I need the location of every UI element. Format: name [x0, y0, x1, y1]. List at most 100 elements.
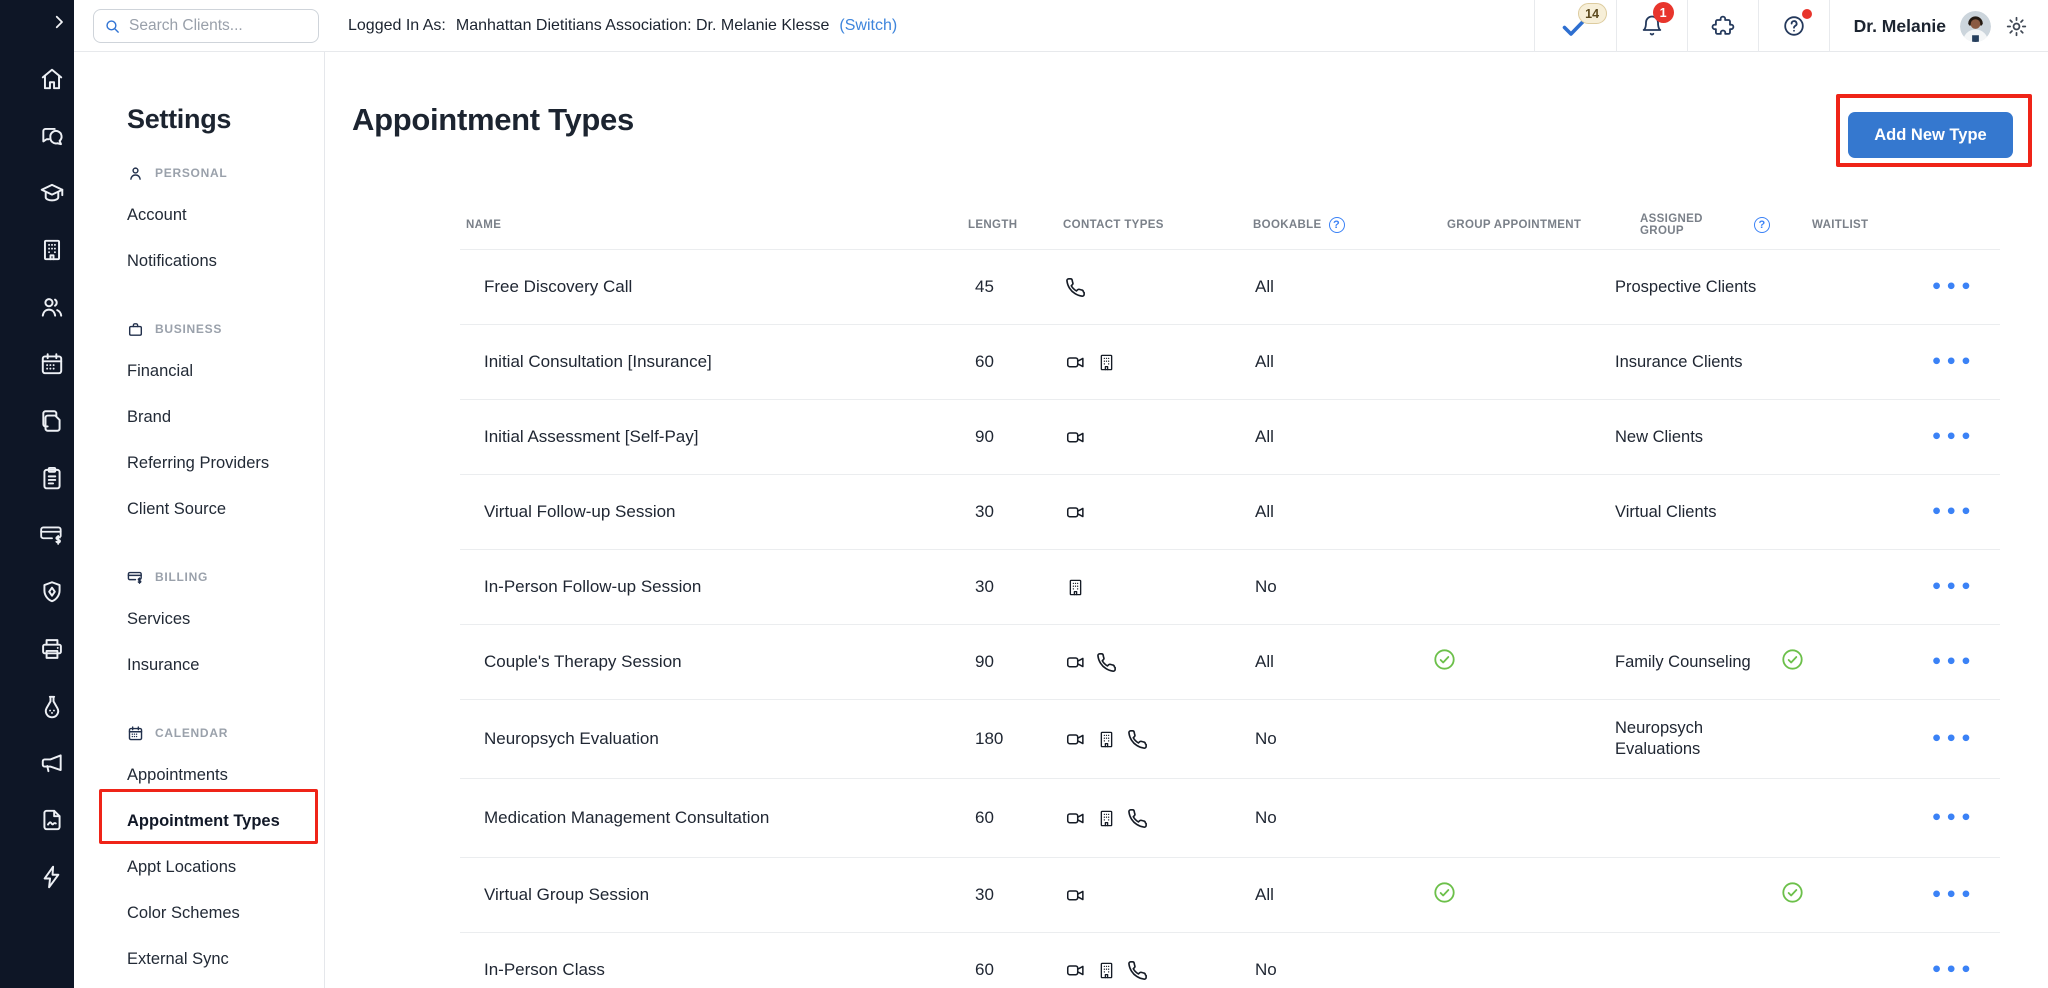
- help-button[interactable]: [1758, 0, 1829, 52]
- home-icon[interactable]: [39, 66, 65, 92]
- waitlist-cell: [1770, 648, 1905, 676]
- organization-icon[interactable]: [39, 237, 65, 263]
- row-actions-menu-icon[interactable]: •••: [1931, 807, 1975, 829]
- contact-types-cell: [1050, 961, 1235, 980]
- appointment-length: 30: [975, 885, 994, 904]
- add-new-type-button[interactable]: Add New Type: [1848, 112, 2013, 158]
- notifications-count-badge: 1: [1653, 2, 1674, 23]
- documents-sign-icon[interactable]: [39, 807, 65, 833]
- fax-icon[interactable]: [39, 636, 65, 662]
- settings-nav-item-label: Referring Providers: [127, 454, 269, 473]
- calendar-small-icon: [127, 725, 144, 742]
- calendar-icon[interactable]: [39, 351, 65, 377]
- clients-icon[interactable]: [39, 294, 65, 320]
- settings-section-header: BUSINESS: [127, 310, 324, 348]
- messages-icon[interactable]: [39, 123, 65, 149]
- row-actions-menu-icon[interactable]: •••: [1931, 728, 1975, 750]
- row-actions-menu-icon[interactable]: •••: [1931, 576, 1975, 598]
- row-actions-menu-icon[interactable]: •••: [1931, 276, 1975, 298]
- settings-nav-item-appt-locations[interactable]: Appt Locations: [127, 844, 324, 890]
- integrations-button[interactable]: [1687, 0, 1758, 52]
- settings-nav-item-referring-providers[interactable]: Referring Providers: [127, 440, 324, 486]
- appointment-type-name: Free Discovery Call: [484, 277, 632, 296]
- assigned-group-value: Insurance Clients: [1615, 353, 1742, 371]
- settings-nav-item-appointment-types[interactable]: Appointment Types: [127, 798, 324, 844]
- waitlist-cell: [1770, 881, 1905, 909]
- waitlist-check-icon: [1781, 881, 1804, 904]
- row-actions-menu-icon[interactable]: •••: [1931, 501, 1975, 523]
- settings-section-header: BILLING: [127, 558, 324, 596]
- notifications-button[interactable]: 1: [1616, 0, 1687, 52]
- settings-panel-title: Settings: [127, 104, 324, 138]
- search-icon: [104, 18, 121, 35]
- billing-icon[interactable]: [39, 522, 65, 548]
- row-actions-menu-icon[interactable]: •••: [1931, 959, 1975, 981]
- search-input[interactable]: [129, 17, 308, 35]
- labs-icon[interactable]: [39, 693, 65, 719]
- bookable-info-icon[interactable]: ?: [1329, 217, 1345, 233]
- user-name: Dr. Melanie: [1854, 16, 1946, 37]
- video-icon: [1066, 730, 1085, 749]
- settings-nav-item-label: Financial: [127, 362, 193, 381]
- table-row: In-Person Class60No•••: [460, 933, 2000, 988]
- appointment-type-name: Couple's Therapy Session: [484, 652, 682, 671]
- settings-nav-item-color-schemes[interactable]: Color Schemes: [127, 890, 324, 936]
- row-actions-menu-icon[interactable]: •••: [1931, 351, 1975, 373]
- settings-gear-icon[interactable]: [2005, 15, 2028, 38]
- row-actions-menu-icon[interactable]: •••: [1931, 426, 1975, 448]
- appointment-type-name: Neuropsych Evaluation: [484, 729, 659, 748]
- education-icon[interactable]: [39, 180, 65, 206]
- settings-nav-item-financial[interactable]: Financial: [127, 348, 324, 394]
- settings-nav-item-services[interactable]: Services: [127, 596, 324, 642]
- appointment-type-name: Medication Management Consultation: [484, 808, 769, 827]
- settings-nav-item-label: Color Schemes: [127, 904, 240, 923]
- contact-types-cell: [1050, 503, 1235, 522]
- settings-nav-item-brand[interactable]: Brand: [127, 394, 324, 440]
- marketing-icon[interactable]: [39, 750, 65, 776]
- settings-nav-item-client-source[interactable]: Client Source: [127, 486, 324, 532]
- integrations-icon[interactable]: [39, 864, 65, 890]
- switch-account-link[interactable]: (Switch): [839, 17, 897, 35]
- appointment-length: 45: [975, 277, 994, 296]
- phone-icon: [1128, 961, 1147, 980]
- settings-nav-item-label: Appt Locations: [127, 858, 236, 877]
- appointment-length: 90: [975, 652, 994, 671]
- insurance-icon[interactable]: [39, 579, 65, 605]
- settings-nav-item-external-sync[interactable]: External Sync: [127, 936, 324, 982]
- assigned-group-value: Virtual Clients: [1615, 503, 1717, 521]
- group-appointment-cell: [1420, 648, 1610, 676]
- appointment-length: 90: [975, 427, 994, 446]
- tasks-button[interactable]: 14: [1534, 0, 1616, 52]
- settings-section-billing: BILLINGServicesInsurance: [127, 558, 324, 688]
- contact-types-cell: [1050, 278, 1235, 297]
- help-alert-dot: [1802, 9, 1812, 19]
- sidebar-expand-chevron-icon[interactable]: [0, 0, 74, 44]
- documents-icon[interactable]: [39, 408, 65, 434]
- contact-types-cell: [1050, 809, 1235, 828]
- assigned-group-info-icon[interactable]: ?: [1754, 217, 1770, 233]
- settings-nav-item-label: Appointments: [127, 766, 228, 785]
- logged-in-as: Logged In As: Manhattan Dietitians Assoc…: [348, 0, 897, 52]
- table-row: Medication Management Consultation60No••…: [460, 779, 2000, 858]
- client-search-box[interactable]: [93, 9, 319, 43]
- billing-card-icon: [127, 569, 144, 586]
- forms-icon[interactable]: [39, 465, 65, 491]
- settings-nav-item-appointments[interactable]: Appointments: [127, 752, 324, 798]
- bookable-value: All: [1255, 277, 1274, 296]
- settings-nav-item-account[interactable]: Account: [127, 192, 324, 238]
- video-icon: [1066, 809, 1085, 828]
- contact-types-cell: [1050, 353, 1235, 372]
- person-icon: [127, 165, 144, 182]
- bookable-value: All: [1255, 502, 1274, 521]
- contact-types-cell: [1050, 578, 1235, 597]
- table-row: Virtual Group Session30All•••: [460, 858, 2000, 933]
- contact-types-cell: [1050, 653, 1235, 672]
- row-actions-menu-icon[interactable]: •••: [1931, 884, 1975, 906]
- bookable-value: All: [1255, 427, 1274, 446]
- row-actions-menu-icon[interactable]: •••: [1931, 651, 1975, 673]
- settings-nav-item-insurance[interactable]: Insurance: [127, 642, 324, 688]
- settings-nav-item-notifications[interactable]: Notifications: [127, 238, 324, 284]
- sidebar-icon-list: [0, 44, 74, 890]
- user-avatar[interactable]: [1960, 11, 1991, 42]
- building-icon: [1066, 578, 1085, 597]
